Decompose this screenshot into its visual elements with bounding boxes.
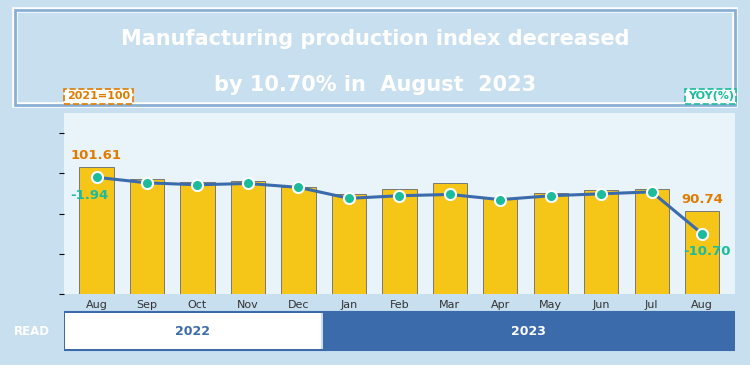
Bar (634, 189, 669, 365)
Bar (231, 181, 266, 365)
Text: -10.70: -10.70 (683, 245, 731, 258)
Text: 2022: 2022 (176, 325, 210, 338)
Text: YOY(%): YOY(%) (688, 92, 734, 101)
Bar (281, 187, 316, 365)
Bar (433, 183, 467, 365)
Bar (584, 190, 619, 365)
Text: 101.61: 101.61 (71, 149, 122, 162)
Bar (685, 211, 719, 365)
Bar (130, 179, 164, 365)
Text: by 10.70% in  August  2023: by 10.70% in August 2023 (214, 74, 536, 95)
FancyBboxPatch shape (323, 313, 734, 349)
Text: READ: READ (13, 325, 50, 338)
Text: 2021=100: 2021=100 (67, 92, 130, 101)
Text: 90.74: 90.74 (681, 193, 723, 206)
Bar (180, 182, 214, 365)
FancyBboxPatch shape (64, 313, 321, 349)
Bar (80, 167, 114, 365)
Text: Manufacturing production index decreased: Manufacturing production index decreased (121, 29, 629, 49)
Bar (483, 198, 518, 365)
Text: 2023: 2023 (511, 325, 546, 338)
Bar (332, 194, 366, 365)
Bar (382, 189, 416, 365)
Bar (534, 193, 568, 365)
Text: -1.94: -1.94 (70, 189, 108, 202)
